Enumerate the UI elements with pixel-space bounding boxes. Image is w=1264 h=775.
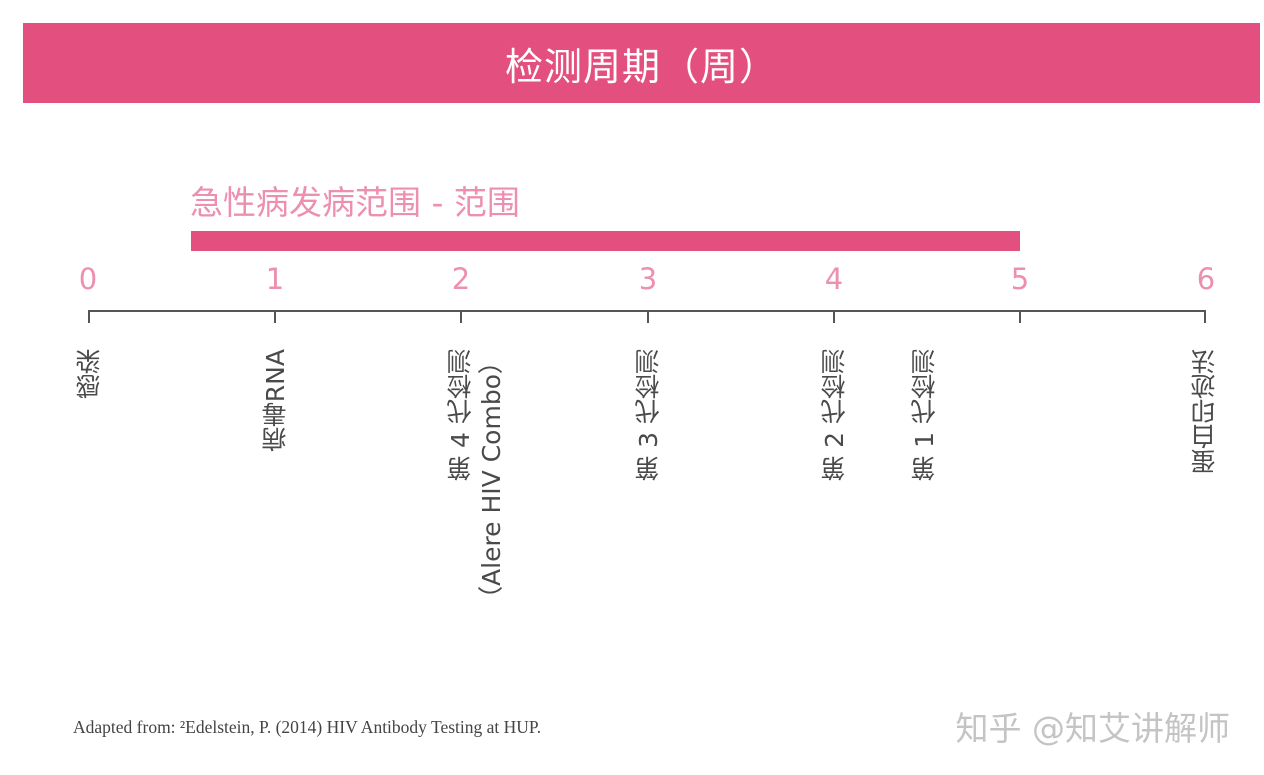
- source-citation: Adapted from: ²Edelstein, P. (2014) HIV …: [73, 717, 542, 737]
- page-title: 检测周期（周）: [504, 44, 778, 89]
- tick-label-3: 3: [638, 262, 658, 296]
- tick-label-6: 6: [1196, 262, 1216, 296]
- tick-mark-0: [88, 310, 90, 323]
- title-banner: 检测周期（周）: [23, 23, 1260, 103]
- event-viral-rna-label: 病毒RNA: [261, 349, 290, 453]
- acute-range-bar: [191, 231, 1020, 251]
- tick-label-5: 5: [1010, 262, 1030, 296]
- event-4th-gen-test: 第 4 代检测 （Alere HIV Combo）: [445, 349, 507, 611]
- event-infection-label: 感染: [75, 349, 104, 399]
- tick-mark-1: [274, 310, 276, 323]
- event-2nd-gen-test-label: 第 2 代检测: [820, 349, 849, 481]
- event-2nd-gen-test: 第 2 代检测: [819, 349, 850, 481]
- event-infection: 感染: [74, 349, 105, 399]
- event-western-blot: 蛋白印迹法: [1189, 349, 1220, 474]
- event-viral-rna: 病毒RNA: [260, 349, 291, 452]
- tick-label-0: 0: [78, 262, 98, 296]
- range-label: 急性病发病范围 - 范围: [190, 183, 520, 222]
- tick-mark-4: [833, 310, 835, 323]
- event-3rd-gen-test-label: 第 3 代检测: [634, 349, 663, 481]
- event-1st-gen-test-label: 第 1 代检测: [910, 349, 939, 481]
- event-4th-gen-test-sublabel: （Alere HIV Combo）: [477, 349, 506, 611]
- event-1st-gen-test: 第 1 代检测: [909, 349, 940, 481]
- tick-label-4: 4: [824, 262, 844, 296]
- tick-mark-5: [1019, 310, 1021, 323]
- tick-mark-3: [647, 310, 649, 323]
- tick-label-2: 2: [451, 262, 471, 296]
- event-western-blot-label: 蛋白印迹法: [1190, 349, 1219, 474]
- tick-mark-2: [460, 310, 462, 323]
- tick-label-1: 1: [265, 262, 285, 296]
- tick-mark-6: [1204, 310, 1206, 323]
- event-4th-gen-test-label: 第 4 代检测: [446, 349, 475, 481]
- event-3rd-gen-test: 第 3 代检测: [633, 349, 664, 481]
- watermark: 知乎 @知艾讲解师: [955, 709, 1231, 748]
